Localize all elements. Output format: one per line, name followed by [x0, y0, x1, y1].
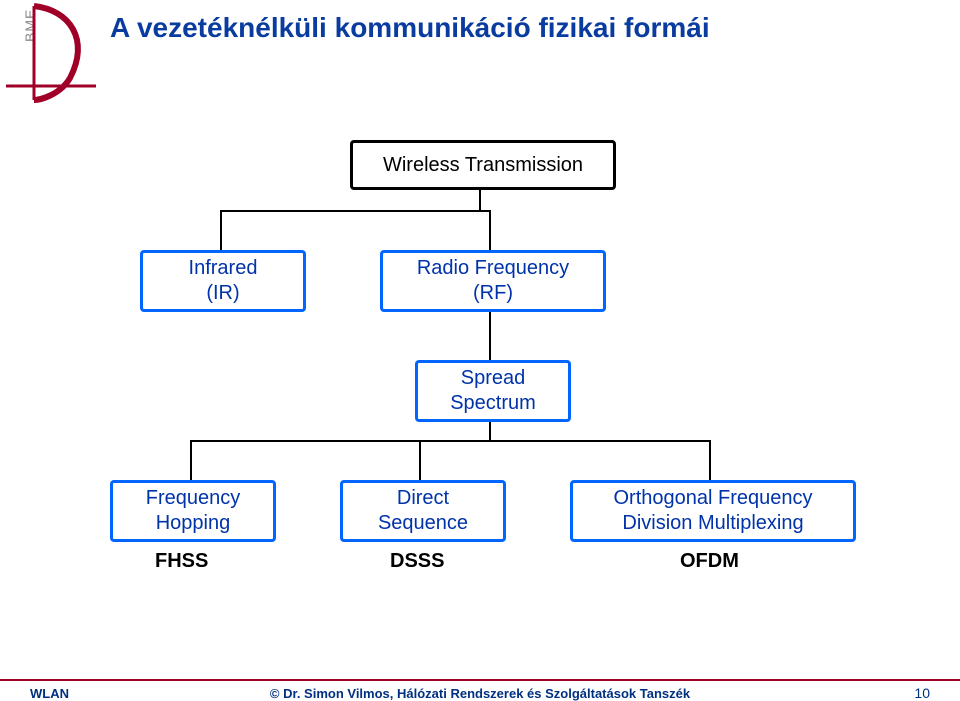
node-ds-l2: Sequence [378, 511, 468, 536]
node-spread: Spread Spectrum [415, 360, 571, 422]
connector [419, 440, 421, 480]
footer-page-number: 10 [914, 685, 930, 701]
connector [220, 210, 490, 212]
connector [489, 210, 491, 250]
slide: BME A vezetéknélküli kommunikáció fizika… [0, 0, 960, 701]
node-fh: Frequency Hopping [110, 480, 276, 542]
node-spread-l1: Spread [450, 366, 536, 391]
node-root-label: Wireless Transmission [383, 153, 583, 178]
node-rf-l1: Radio Frequency [417, 256, 569, 281]
node-ds: Direct Sequence [340, 480, 506, 542]
node-rf-l2: (RF) [417, 281, 569, 306]
label-ofdm: OFDM [680, 550, 739, 573]
footer-divider [0, 679, 960, 681]
label-dsss: DSSS [390, 550, 444, 573]
node-ofdm-l2: Division Multiplexing [613, 511, 812, 536]
slide-title: A vezetéknélküli kommunikáció fizikai fo… [110, 12, 710, 44]
node-ds-l1: Direct [378, 486, 468, 511]
diagram: Wireless Transmission Infrared (IR) Radi… [0, 80, 960, 620]
node-fh-l1: Frequency [146, 486, 241, 511]
footer-mid: © Dr. Simon Vilmos, Hálózati Rendszerek … [0, 686, 960, 701]
connector [709, 440, 711, 480]
connector [220, 210, 222, 250]
node-ir: Infrared (IR) [140, 250, 306, 312]
footer: WLAN © Dr. Simon Vilmos, Hálózati Rendsz… [0, 667, 960, 701]
node-root: Wireless Transmission [350, 140, 616, 190]
node-ofdm: Orthogonal Frequency Division Multiplexi… [570, 480, 856, 542]
node-fh-l2: Hopping [146, 511, 241, 536]
node-spread-l2: Spectrum [450, 391, 536, 416]
label-fhss: FHSS [155, 550, 208, 573]
node-ofdm-l1: Orthogonal Frequency [613, 486, 812, 511]
connector [190, 440, 192, 480]
node-rf: Radio Frequency (RF) [380, 250, 606, 312]
connector [190, 440, 710, 442]
connector [489, 306, 491, 360]
node-ir-l1: Infrared [189, 256, 258, 281]
node-ir-l2: (IR) [189, 281, 258, 306]
